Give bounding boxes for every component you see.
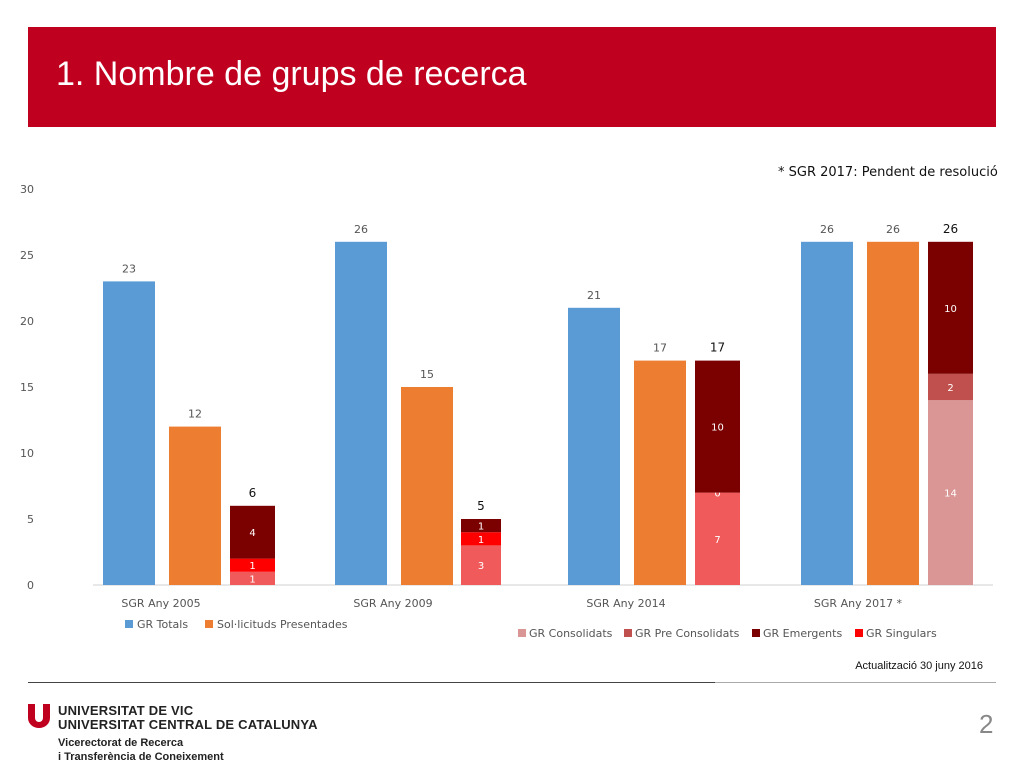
bar-stack-segment bbox=[928, 241, 973, 374]
department-name-secondary: i Transferència de Coneixement bbox=[58, 751, 224, 763]
legend-swatch-presented bbox=[205, 620, 213, 628]
bar-stack-segment bbox=[928, 400, 973, 585]
bar-stack-segment bbox=[461, 519, 501, 533]
bar-stack-segment bbox=[695, 360, 740, 493]
data-label-presented: 15 bbox=[420, 368, 434, 381]
bar-gr-totals bbox=[103, 281, 155, 585]
x-category-label: SGR Any 2017 * bbox=[814, 597, 903, 610]
bar-gr-totals bbox=[568, 307, 620, 585]
x-category-label: SGR Any 2014 bbox=[586, 597, 665, 610]
title-banner: 1. Nombre de grups de recerca bbox=[28, 27, 996, 127]
data-label-stack-segment: 7 bbox=[714, 535, 720, 546]
bar-stack-segment bbox=[695, 492, 740, 585]
bar-stack-segment bbox=[928, 373, 973, 401]
data-label-stack-total: 5 bbox=[477, 499, 485, 513]
y-tick-label: 30 bbox=[20, 183, 34, 196]
data-label-presented: 26 bbox=[886, 223, 900, 236]
data-label-presented: 12 bbox=[188, 408, 202, 421]
department-name: Vicerectorat de Recerca bbox=[58, 737, 184, 749]
x-category-label: SGR Any 2005 bbox=[121, 597, 200, 610]
bar-presented bbox=[634, 360, 686, 585]
update-date: Actualització 30 juny 2016 bbox=[855, 660, 983, 672]
data-label-stack-total: 6 bbox=[249, 486, 257, 500]
legend-label-gr-totals: GR Totals bbox=[137, 618, 188, 631]
data-label-gr-totals: 23 bbox=[122, 262, 136, 275]
data-label-stack-segment: 2 bbox=[947, 383, 953, 394]
footer-divider bbox=[28, 682, 715, 683]
legend-swatch-stack bbox=[624, 629, 632, 637]
data-label-stack-segment: 10 bbox=[711, 423, 724, 434]
bar-stack-segment bbox=[461, 532, 501, 546]
data-label-stack-total: 26 bbox=[943, 222, 958, 236]
footer-divider-light bbox=[715, 682, 996, 683]
page-title: 1. Nombre de grups de recerca bbox=[56, 55, 527, 93]
legend-swatch-gr-totals bbox=[125, 620, 133, 628]
bar-gr-totals bbox=[335, 241, 387, 586]
legend-swatch-stack bbox=[855, 629, 863, 637]
bar-stack-segment bbox=[230, 505, 275, 559]
data-label-stack-segment: 1 bbox=[478, 522, 484, 533]
legend-label-stack: GR Emergents bbox=[763, 627, 842, 640]
y-tick-label: 10 bbox=[20, 447, 34, 460]
bar-presented bbox=[867, 241, 919, 586]
data-label-gr-totals: 21 bbox=[587, 289, 601, 302]
y-tick-label: 15 bbox=[20, 381, 34, 394]
pending-note: * SGR 2017: Pendent de resolució bbox=[778, 165, 998, 180]
legend-label-stack: GR Pre Consolidats bbox=[635, 627, 740, 640]
bar-stack-segment bbox=[230, 558, 275, 572]
bar-gr-totals bbox=[801, 241, 853, 586]
data-label-stack-segment: 10 bbox=[944, 304, 957, 315]
data-label-stack-segment: 1 bbox=[249, 561, 255, 572]
university-name-secondary: UNIVERSITAT CENTRAL DE CATALUNYA bbox=[58, 717, 318, 732]
data-label-stack-segment: 1 bbox=[478, 535, 484, 546]
legend-swatch-stack bbox=[518, 629, 526, 637]
bar-stack-segment bbox=[230, 571, 275, 585]
bar-presented bbox=[169, 426, 221, 585]
university-name: UNIVERSITAT DE VIC bbox=[58, 703, 194, 718]
data-label-stack-segment: 4 bbox=[249, 528, 255, 539]
data-label-stack-segment: 3 bbox=[478, 561, 484, 572]
data-label-stack-total: 17 bbox=[710, 341, 725, 355]
legend-swatch-stack bbox=[752, 629, 760, 637]
data-label-gr-totals: 26 bbox=[354, 223, 368, 236]
data-label-stack-segment: 14 bbox=[944, 489, 957, 500]
data-label-stack-segment: 0 bbox=[714, 489, 720, 500]
bar-presented bbox=[401, 387, 453, 585]
data-label-presented: 17 bbox=[653, 342, 667, 355]
y-tick-label: 0 bbox=[27, 579, 34, 592]
legend-label-presented: Sol·licituds Presentades bbox=[217, 618, 348, 631]
y-tick-label: 5 bbox=[27, 513, 34, 526]
x-category-label: SGR Any 2009 bbox=[353, 597, 432, 610]
legend-label-stack: GR Consolidats bbox=[529, 627, 613, 640]
data-label-gr-totals: 26 bbox=[820, 223, 834, 236]
page-number: 2 bbox=[979, 709, 994, 739]
university-logo-icon bbox=[28, 704, 50, 728]
data-label-stack-segment: 1 bbox=[249, 574, 255, 585]
y-tick-label: 25 bbox=[20, 249, 34, 262]
legend-label-stack: GR Singulars bbox=[866, 627, 937, 640]
y-tick-label: 20 bbox=[20, 315, 34, 328]
bar-stack-segment bbox=[461, 545, 501, 585]
